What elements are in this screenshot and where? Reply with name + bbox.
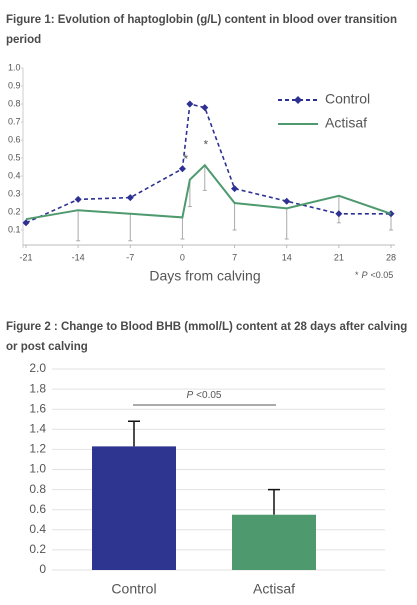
legend-label: Actisaf: [325, 115, 367, 131]
x-tick-label: -21: [19, 252, 32, 262]
point: [178, 165, 186, 173]
y-tick-label: 1.0: [29, 462, 46, 476]
x-tick-label: Control: [111, 581, 156, 597]
y-tick-label: 0.6: [8, 134, 21, 144]
y-tick-label: 0.2: [29, 542, 46, 556]
point: [22, 219, 30, 227]
point: [283, 197, 291, 205]
y-tick-label: 1.2: [29, 442, 46, 456]
error-bar: [76, 210, 81, 242]
error-bar: [268, 488, 280, 515]
y-tick-label: 0.8: [8, 98, 21, 108]
x-tick-label: -14: [72, 252, 85, 262]
point: [186, 100, 194, 108]
point: [74, 195, 82, 203]
bar: [92, 446, 176, 570]
x-axis-label: Days from calving: [149, 268, 260, 284]
point: [126, 194, 134, 202]
error-bar: [128, 420, 140, 447]
y-tick-label: 0: [39, 562, 46, 576]
y-tick-label: 1.4: [29, 421, 46, 435]
note-part: P: [362, 270, 368, 280]
error-bar: [284, 208, 289, 240]
legend-marker: [294, 96, 302, 104]
x-tick-label: Actisaf: [253, 581, 295, 597]
annotation: P <0.05: [187, 390, 222, 401]
error-bar: [202, 165, 207, 191]
annotation-part: P: [187, 390, 194, 401]
point: [335, 210, 343, 218]
chart-title: Figure 2 : Change to Blood BHB (mmol/L) …: [6, 321, 408, 353]
x-tick-label: 0: [180, 252, 185, 262]
y-tick-label: 0.6: [29, 502, 46, 516]
y-tick-label: 0.4: [8, 170, 21, 180]
y-tick-label: 0.9: [8, 80, 21, 90]
bar: [232, 514, 316, 570]
annotation: *: [203, 137, 208, 151]
y-tick-label: 1.8: [29, 381, 46, 395]
x-tick-label: 7: [232, 252, 237, 262]
annotation-part: <0.05: [196, 390, 222, 401]
error-bar: [180, 217, 185, 240]
x-tick-label: -7: [126, 252, 134, 262]
y-tick-label: 0.1: [8, 224, 21, 234]
error-bar: [336, 195, 341, 224]
y-tick-label: 0.5: [8, 152, 21, 162]
series-line: [25, 163, 392, 221]
legend-label: Control: [325, 91, 370, 107]
y-tick-label: 0.4: [29, 522, 46, 536]
error-bar: [128, 213, 133, 242]
y-tick-label: 1.0: [8, 62, 21, 72]
series-line: [25, 103, 391, 224]
y-tick-label: 0.7: [8, 116, 21, 126]
x-tick-label: 14: [282, 252, 292, 262]
note-part: *: [355, 270, 359, 280]
y-tick-label: 2.0: [29, 361, 46, 375]
y-tick-label: 0.3: [8, 188, 21, 198]
y-tick-label: 1.6: [29, 401, 46, 415]
chart-title: Figure 1: Evolution of haptoglobin (g/L)…: [6, 14, 397, 46]
error-bar: [232, 203, 237, 231]
note: * P <0.05: [355, 270, 393, 280]
x-tick-label: 28: [386, 252, 396, 262]
annotation: *: [184, 152, 189, 166]
point: [201, 104, 209, 112]
y-tick-label: 0.2: [8, 206, 21, 216]
x-tick-label: 21: [334, 252, 344, 262]
point: [231, 185, 239, 193]
y-tick-label: 0.8: [29, 482, 46, 496]
note-part: <0.05: [371, 270, 394, 280]
